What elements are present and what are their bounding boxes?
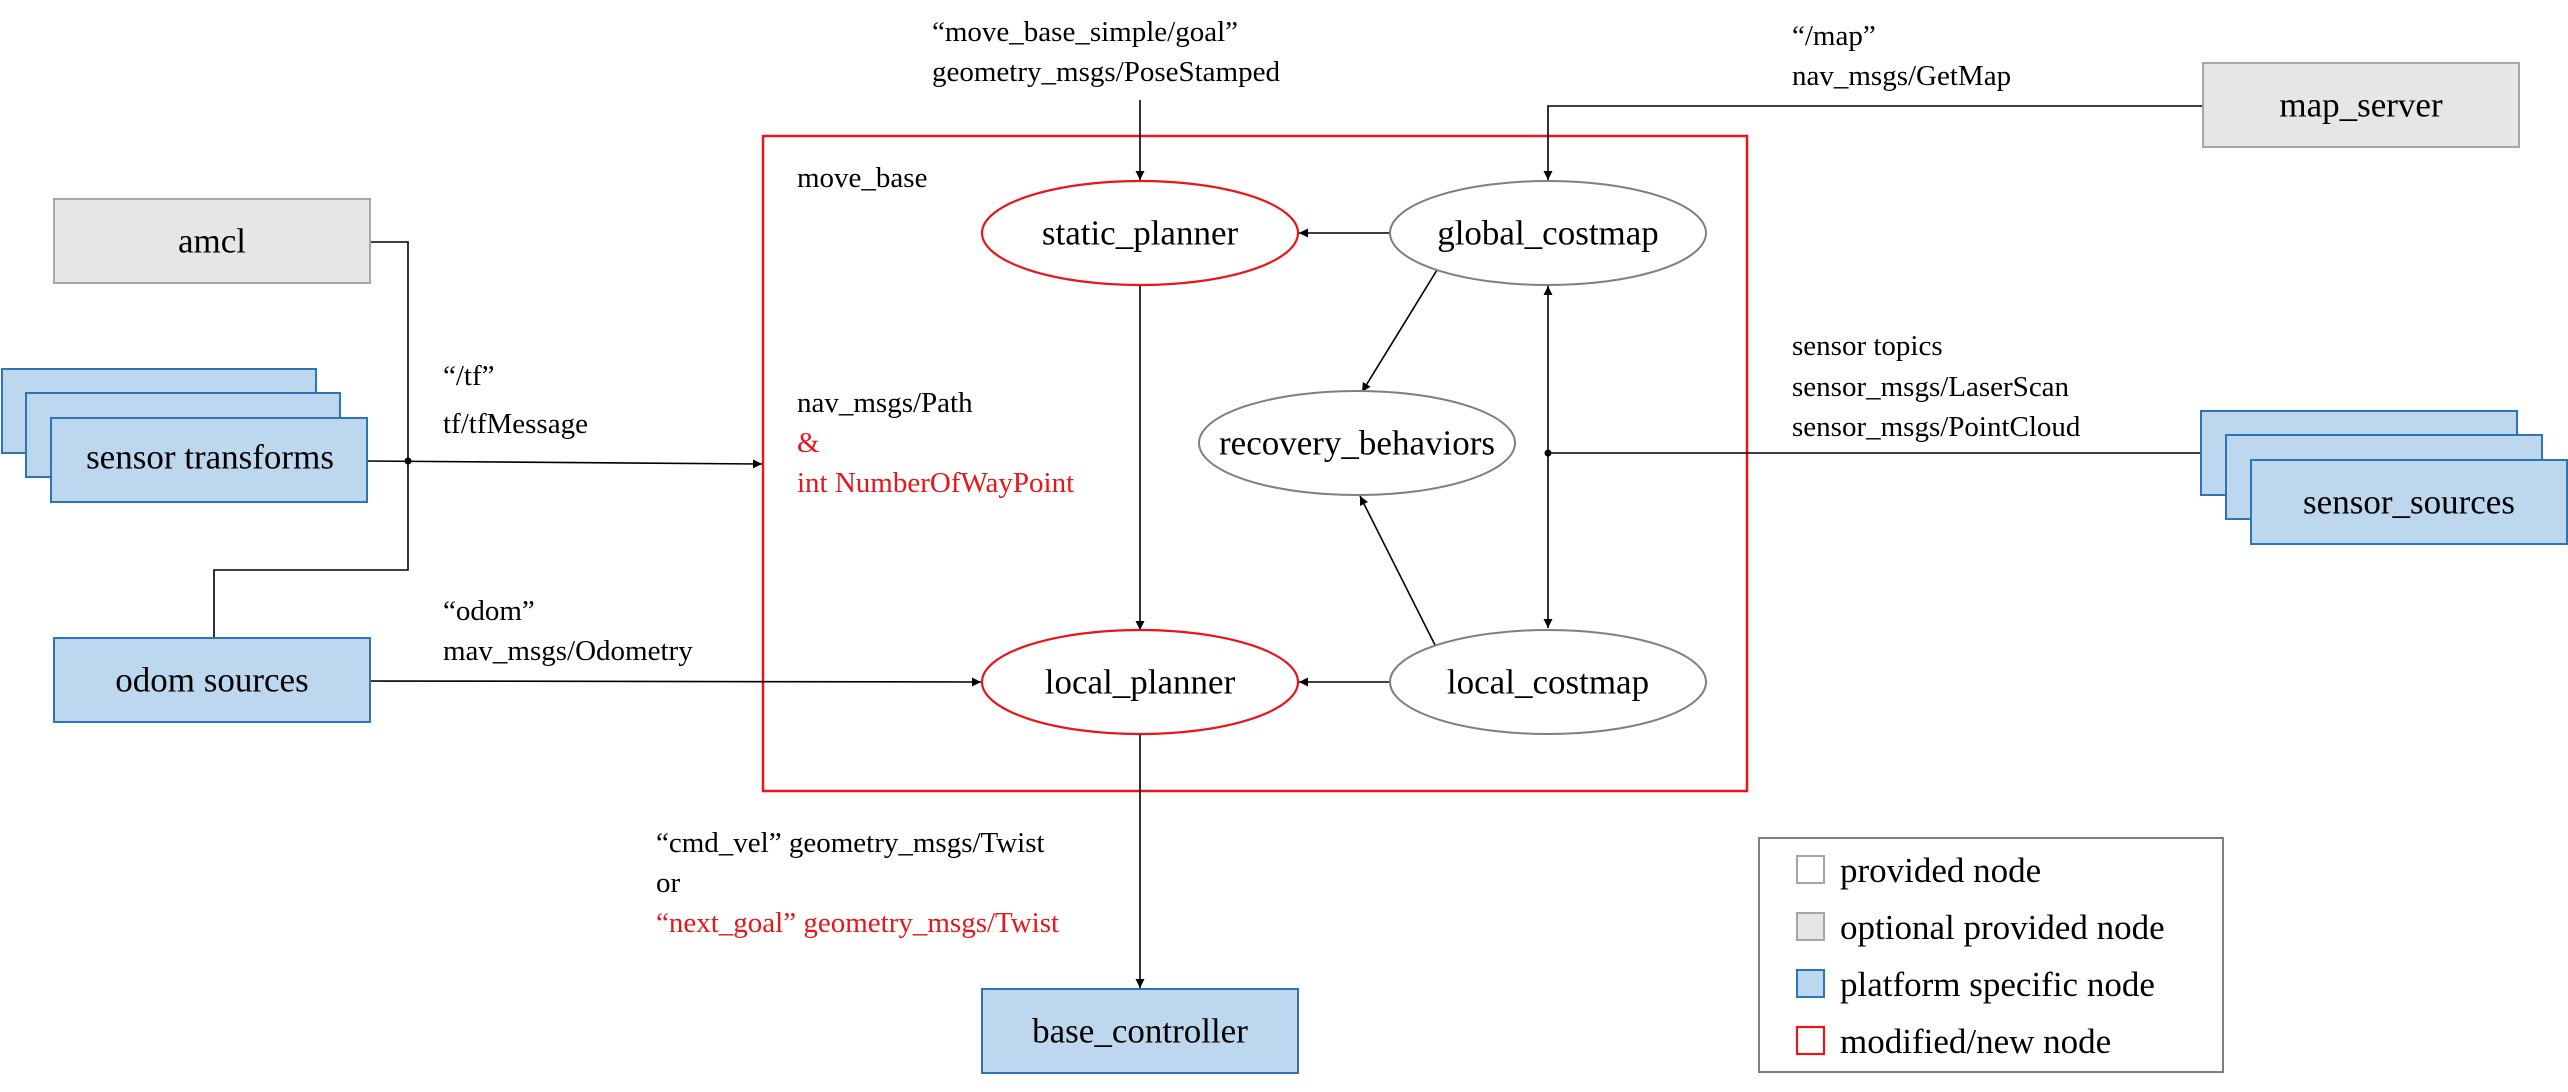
map-type-label: nav_msgs/GetMap <box>1792 60 2011 92</box>
static-planner-label: static_planner <box>1042 214 1239 253</box>
legend-platform-label: platform specific node <box>1840 965 2155 1004</box>
path-type-label: nav_msgs/Path <box>797 387 973 419</box>
tf-topic-label: “/tf” <box>443 360 495 392</box>
odom-topic-label: “odom” <box>443 595 535 627</box>
local-costmap-node: local_costmap <box>1389 629 1707 735</box>
global-costmap-node: global_costmap <box>1389 180 1707 286</box>
goal-type-label: geometry_msgs/PoseStamped <box>932 56 1280 88</box>
edge-local-to-recovery <box>1359 495 1436 646</box>
sensor-heading-label: sensor topics <box>1792 330 1943 362</box>
local-planner-node: local_planner <box>980 628 1300 736</box>
map-server-label: map_server <box>2279 86 2443 125</box>
legend-swatch-optional <box>1796 912 1825 941</box>
path-extra-label: int NumberOfWayPoint <box>797 467 1074 499</box>
base-controller-label: base_controller <box>1032 1012 1248 1051</box>
tf-junction-dot <box>404 457 412 465</box>
legend-optional-label: optional provided node <box>1840 908 2165 947</box>
legend-swatch-modified <box>1795 1025 1826 1056</box>
next-goal-label: “next_goal” geometry_msgs/Twist <box>656 907 1059 939</box>
static-planner-node: static_planner <box>980 179 1300 287</box>
sensor-transforms-label: sensor transforms <box>86 438 334 477</box>
edge-odom-tf <box>213 461 409 638</box>
cmd-vel-label: “cmd_vel” geometry_msgs/Twist <box>656 827 1045 859</box>
sensor-transforms-node: sensor transforms <box>1 368 368 503</box>
edge-tf-to-move-base <box>365 459 763 469</box>
cmd-or-label: or <box>656 867 681 899</box>
recovery-behaviors-node: recovery_behaviors <box>1198 390 1516 496</box>
sensor-sources-label: sensor_sources <box>2303 483 2515 522</box>
global-costmap-label: global_costmap <box>1437 214 1659 253</box>
move-base-container <box>761 134 1749 793</box>
legend-provided-label: provided node <box>1840 851 2041 890</box>
legend-frame <box>1758 837 2224 1073</box>
legend: provided node optional provided node pla… <box>1758 837 2224 1073</box>
tf-type-label: tf/tfMessage <box>443 408 588 440</box>
local-costmap-label: local_costmap <box>1447 663 1649 702</box>
odom-sources-label: odom sources <box>115 661 308 700</box>
edge-amcl <box>371 241 409 461</box>
local-planner-label: local_planner <box>1045 663 1236 702</box>
amcl-node: amcl <box>53 198 371 284</box>
map-server-node: map_server <box>2202 62 2520 148</box>
odom-type-label: mav_msgs/Odometry <box>443 635 693 667</box>
legend-modified-label: modified/new node <box>1840 1022 2111 1061</box>
sensor-sources-node: sensor_sources <box>2200 410 2568 545</box>
legend-swatch-provided <box>1796 855 1825 884</box>
edge-global-to-recovery <box>1361 269 1438 393</box>
path-amp-label: & <box>797 427 820 459</box>
amcl-label: amcl <box>178 222 246 261</box>
map-topic-label: “/map” <box>1792 20 1876 52</box>
base-controller-node: base_controller <box>981 988 1299 1074</box>
sensor-laser-label: sensor_msgs/LaserScan <box>1792 371 2070 403</box>
odom-sources-node: odom sources <box>53 637 371 723</box>
sensor-cloud-label: sensor_msgs/PointCloud <box>1792 411 2081 443</box>
edge-map <box>1543 105 2203 180</box>
goal-topic-label: “move_base_simple/goal” <box>932 16 1238 48</box>
edge-odom <box>370 677 982 687</box>
legend-swatch-platform <box>1796 969 1825 998</box>
sensor-junction-dot <box>1544 449 1552 457</box>
move-base-label: move_base <box>797 162 927 194</box>
recovery-behaviors-label: recovery_behaviors <box>1219 424 1495 463</box>
